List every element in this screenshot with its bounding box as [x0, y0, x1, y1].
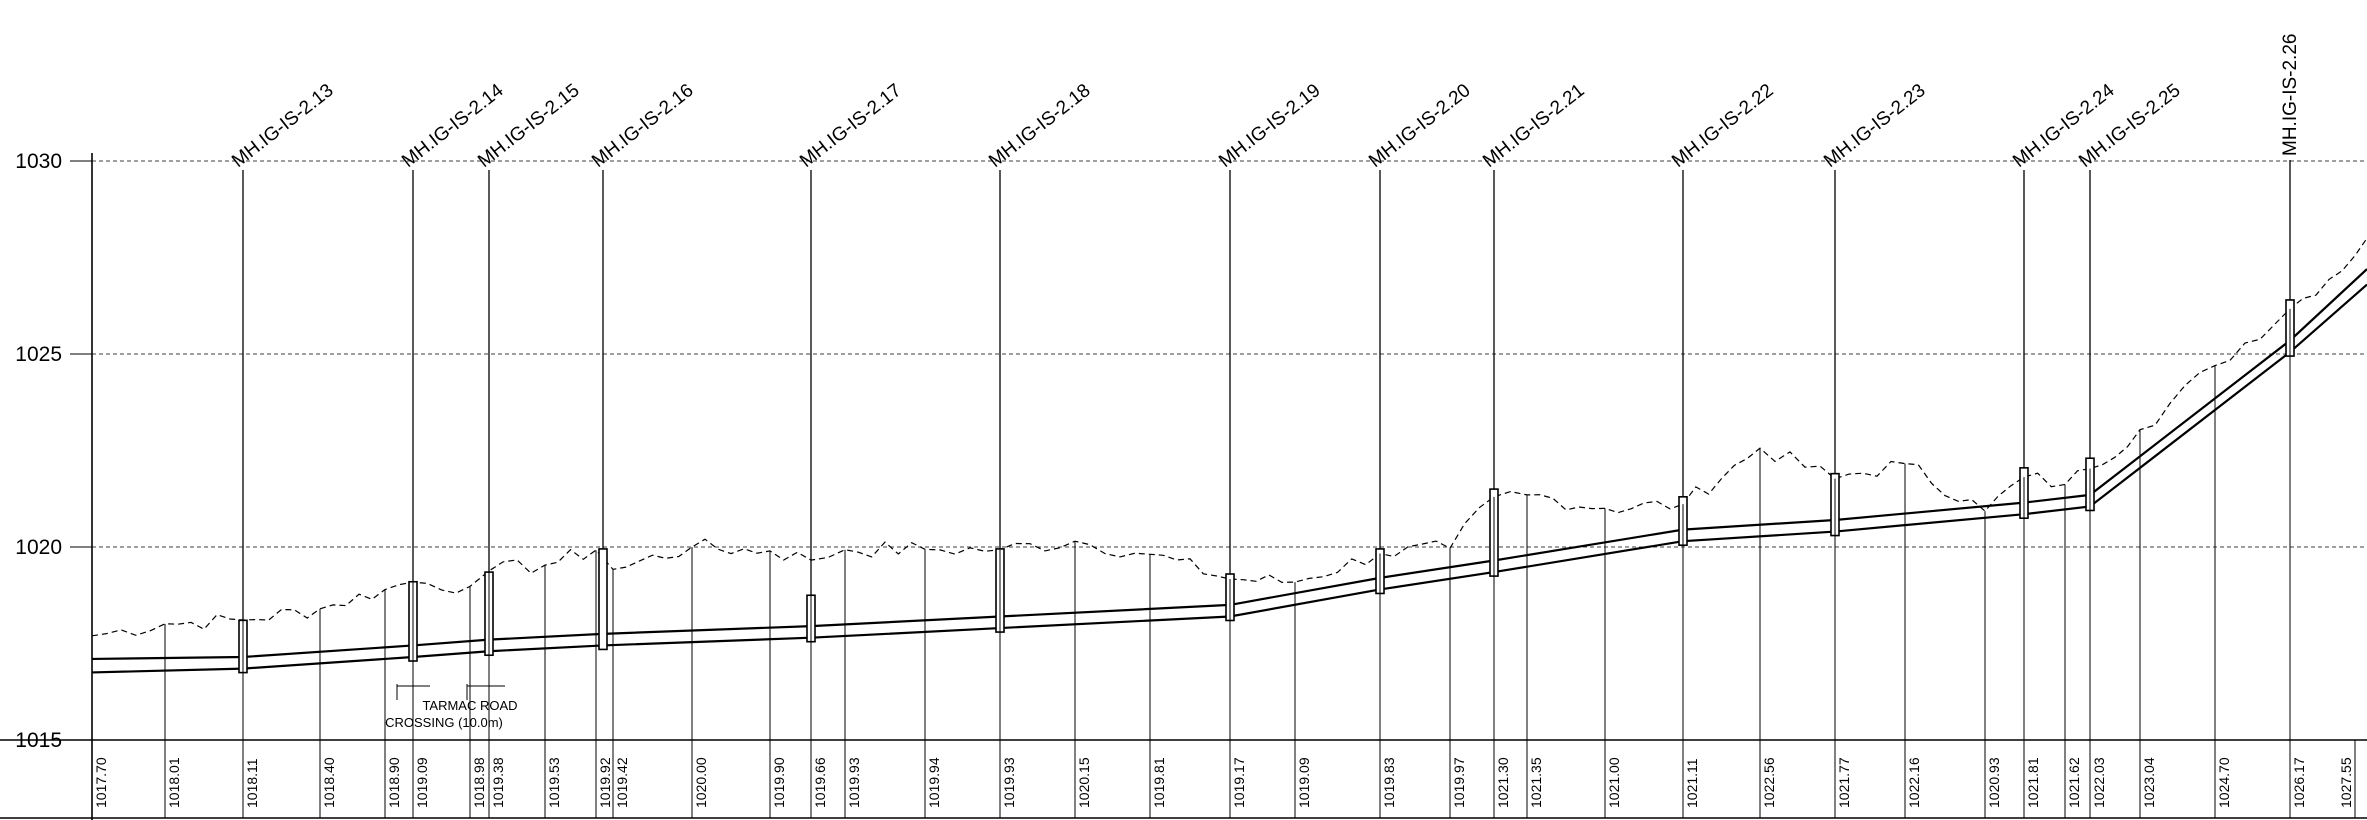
ground-level-value: 1019.38: [490, 757, 506, 808]
manhole-4: [598, 548, 608, 651]
ground-level-value: 1019.94: [926, 757, 942, 808]
ground-level-value: 1021.35: [1528, 757, 1544, 808]
ground-level-value: 1020.00: [693, 757, 709, 808]
manhole-label-11: MH.IG-IS-2.23: [1820, 80, 1929, 172]
ground-level-value: 1019.97: [1451, 757, 1467, 808]
sewer-pipe-invert-lines: [91, 268, 2367, 674]
ground-level-value: 1023.04: [2141, 757, 2157, 808]
ground-level-value: 1019.83: [1381, 757, 1397, 808]
ground-line: [91, 237, 2367, 637]
tarmac-road-crossing-annotation: TARMAC ROAD CROSSING (10.0m): [385, 684, 518, 730]
elevation-label-1030: 1030: [15, 150, 62, 173]
manhole-label-6: MH.IG-IS-2.18: [985, 80, 1094, 172]
ground-level-value: 1022.16: [1906, 757, 1922, 808]
ground-level-value: 1019.09: [414, 757, 430, 808]
manhole-label-9: MH.IG-IS-2.21: [1479, 80, 1588, 172]
ground-level-value: 1021.77: [1836, 757, 1852, 808]
ground-level-value: 1022.56: [1761, 757, 1777, 808]
ground-level-value: 1021.00: [1606, 757, 1622, 808]
ground-level-value: 1017.70: [93, 757, 109, 808]
ground-level-value: 1018.11: [244, 758, 260, 808]
ground-level-value: 1026.17: [2291, 757, 2307, 808]
ground-level-value: 1021.81: [2025, 757, 2041, 808]
ground-level-value: 1019.93: [1001, 757, 1017, 808]
manhole-leader-lines: [242, 160, 2291, 621]
manhole-label-10: MH.IG-IS-2.22: [1668, 80, 1777, 172]
ground-level-value: 1019.09: [1296, 757, 1312, 808]
ground-level-table: 1017.70 1018.01 1018.11 1018.40 1018.90 1019.…: [0, 308, 2367, 819]
manhole-symbols: [238, 299, 2295, 674]
manhole-label-4: MH.IG-IS-2.16: [588, 80, 697, 172]
manhole-label-1: MH.IG-IS-2.13: [228, 80, 337, 172]
ground-level-value: 1021.30: [1495, 757, 1511, 808]
ground-level-value: 1019.53: [546, 757, 562, 808]
ground-level-value: 1019.66: [812, 757, 828, 808]
ground-level-value: 1019.93: [846, 757, 862, 808]
crossing-note-line1: TARMAC ROAD: [422, 698, 517, 713]
elevation-label-1020: 1020: [15, 536, 62, 559]
ground-level-value: 1020.93: [1986, 757, 2002, 808]
ground-level-value: 1019.92: [597, 757, 613, 808]
ground-level-value: 1019.90: [771, 757, 787, 808]
ground-level-value: 1021.62: [2066, 757, 2082, 808]
ground-level-value: 1021.11: [1684, 758, 1700, 808]
pipe-invert-line: [91, 283, 2367, 674]
ground-level-value: 1019.17: [1231, 757, 1247, 808]
manhole-label-7: MH.IG-IS-2.19: [1215, 80, 1324, 172]
pipe-crown-line: [91, 268, 2367, 661]
ground-level-value: 1024.70: [2216, 757, 2232, 808]
manhole-label-5: MH.IG-IS-2.17: [796, 80, 905, 172]
ground-level-value: 1018.98: [471, 757, 487, 808]
ground-level-value: 1018.90: [386, 757, 402, 808]
ground-level-value: 1019.81: [1151, 757, 1167, 808]
ground-level-value: 1019.42: [614, 757, 630, 808]
manhole-label-14: MH.IG-IS-2.26: [2280, 34, 2301, 156]
manhole-label-8: MH.IG-IS-2.20: [1365, 80, 1474, 172]
ground-level-value: 1027.55: [2338, 757, 2354, 808]
ground-level-value: 1020.15: [1076, 757, 1092, 808]
ground-level-value: 1022.03: [2091, 757, 2107, 808]
ground-level-value: 1018.40: [321, 757, 337, 808]
elevation-label-1025: 1025: [15, 343, 62, 366]
crossing-note-line2: CROSSING (10.0m): [385, 715, 503, 730]
ground-profile-line: [91, 237, 2367, 637]
ground-level-value: 1018.01: [166, 757, 182, 808]
